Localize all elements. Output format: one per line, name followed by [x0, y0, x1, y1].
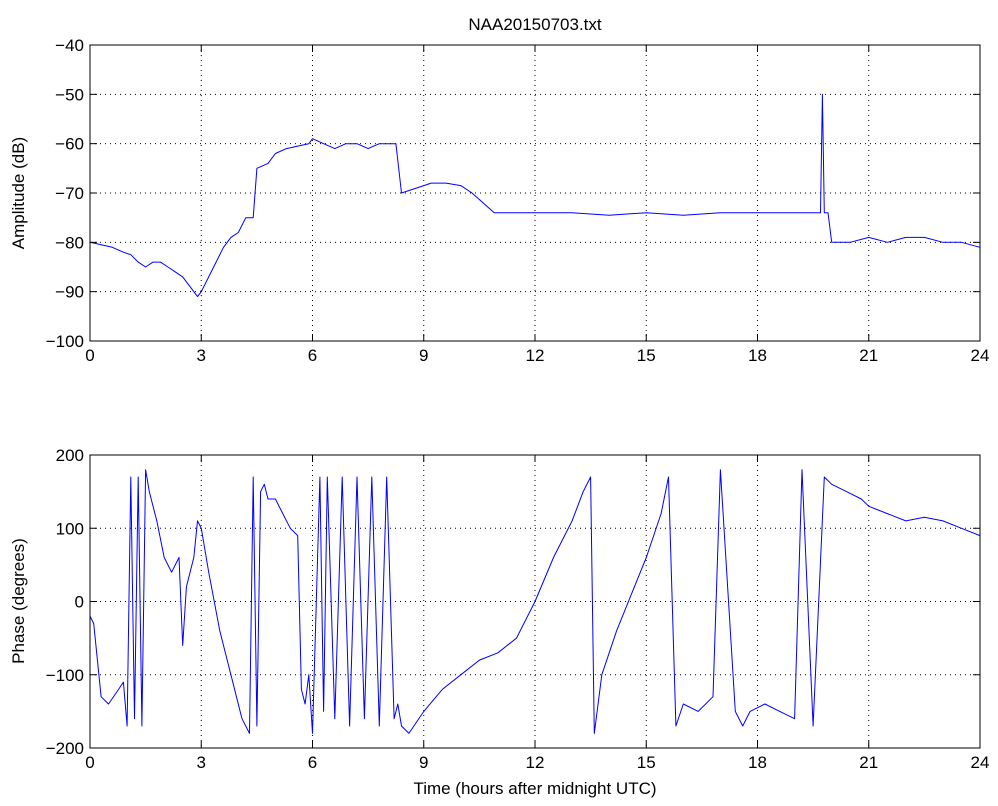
- phase-y-tick-label: −200: [46, 739, 84, 758]
- phase-y-tick-label: −100: [46, 666, 84, 685]
- amplitude-x-tick-label: 3: [197, 346, 206, 365]
- amplitude-x-tick-label: 18: [748, 346, 767, 365]
- amplitude-y-tick-label: −40: [55, 36, 84, 55]
- phase-y-axis-label: Phase (degrees): [9, 538, 28, 664]
- amplitude-y-tick-label: −100: [46, 332, 84, 351]
- phase-x-tick-label: 15: [637, 753, 656, 772]
- amplitude-y-tick-label: −50: [55, 85, 84, 104]
- amplitude-y-tick-label: −70: [55, 184, 84, 203]
- phase-x-axis-label: Time (hours after midnight UTC): [413, 779, 656, 798]
- phase-x-tick-label: 3: [197, 753, 206, 772]
- phase-x-tick-label: 21: [859, 753, 878, 772]
- phase-x-tick-label: 24: [971, 753, 990, 772]
- phase-y-tick-label: 0: [75, 593, 84, 612]
- phase-series-line: [89, 469, 981, 734]
- amplitude-axes: 0 3 6 9 12 15 18 21 24 −100 −90 −80 −70 −60 −50 −40 NAA…: [9, 15, 989, 365]
- phase-axes: 0 3 6 9 12 15 18 21 24 −200 −100 0 100 200 Phase (deg…: [9, 446, 989, 798]
- phase-x-tick-label: 9: [419, 753, 428, 772]
- phase-x-tick-label: 12: [526, 753, 545, 772]
- amplitude-x-tick-label: 12: [526, 346, 545, 365]
- amplitude-x-tick-label: 24: [971, 346, 990, 365]
- amplitude-y-axis-label: Amplitude (dB): [9, 137, 28, 249]
- amplitude-y-tick-label: −80: [55, 233, 84, 252]
- phase-x-tick-label: 6: [308, 753, 317, 772]
- phase-x-tick-label: 0: [85, 753, 94, 772]
- amplitude-y-tick-label: −90: [55, 283, 84, 302]
- amplitude-x-tick-label: 6: [308, 346, 317, 365]
- amplitude-x-tick-label: 21: [859, 346, 878, 365]
- amplitude-x-tick-label: 0: [85, 346, 94, 365]
- amplitude-x-tick-label: 15: [637, 346, 656, 365]
- amplitude-series-line: [89, 93, 981, 298]
- amplitude-x-tick-label: 9: [419, 346, 428, 365]
- amplitude-chart-title: NAA20150703.txt: [468, 15, 602, 34]
- phase-y-tick-label: 100: [56, 519, 84, 538]
- amplitude-y-tick-label: −60: [55, 135, 84, 154]
- phase-x-tick-label: 18: [748, 753, 767, 772]
- phase-y-tick-label: 200: [56, 446, 84, 465]
